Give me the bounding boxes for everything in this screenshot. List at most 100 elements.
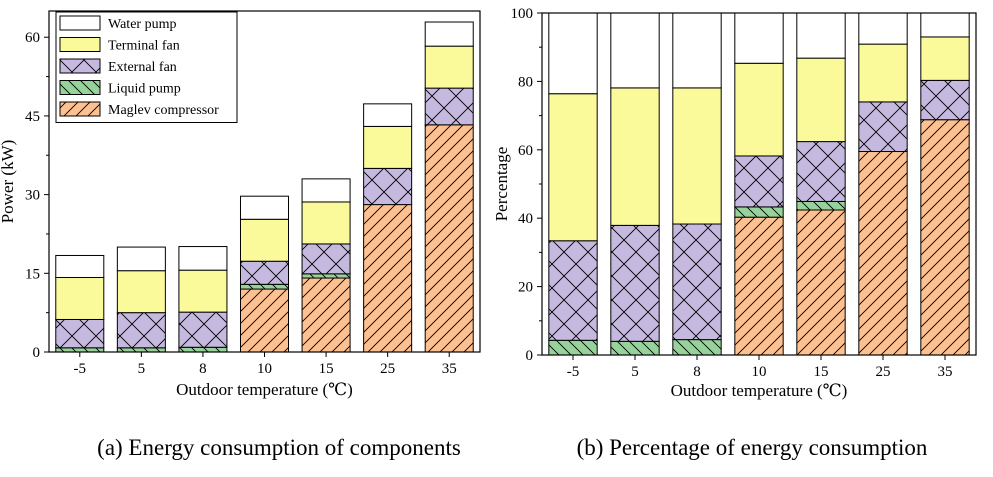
- bar-external-fan-10-hatch: [734, 155, 784, 207]
- bar-external-fan-5-hatch: [117, 312, 166, 348]
- y-tick-label: 0: [526, 348, 534, 364]
- plot-frame: [48, 10, 481, 353]
- legend-swatch-water-pump-outline: [59, 15, 101, 31]
- x-tick-label: -5: [74, 361, 87, 377]
- x-tick-label: 15: [319, 361, 334, 377]
- legend-swatch-terminal-fan-outline: [59, 37, 101, 52]
- bar-external-fan-25-hatch: [858, 101, 908, 152]
- legend-swatch-water-pump: [60, 16, 100, 30]
- bar-maglev-compressor-10-hatch: [734, 217, 784, 355]
- bar-liquid-pump-5-hatch: [548, 340, 598, 355]
- bar-water-pump-35: [920, 13, 970, 37]
- bar-maglev-compressor-25-hatch: [858, 151, 908, 355]
- bar-water-pump-15: [302, 178, 351, 202]
- bar-external-fan-15-hatch: [796, 141, 846, 202]
- bar-water-pump-35: [425, 22, 474, 47]
- y-tick-label: 100: [511, 6, 534, 22]
- bar-external-fan-15-hatch: [302, 243, 351, 274]
- x-tick-label: 8: [199, 361, 207, 377]
- caption-b: (b) Percentage of energy consumption: [577, 435, 928, 460]
- x-tick-label: 25: [380, 361, 395, 377]
- bar-liquid-pump-15-hatch: [302, 273, 351, 279]
- x-tick-label: 10: [752, 364, 767, 380]
- legend-label-water-pump: Water pump: [108, 17, 176, 32]
- x-axis-title: Outdoor temperature (℃): [671, 381, 848, 400]
- legend-label-terminal-fan: Terminal fan: [108, 39, 180, 54]
- bar-water-pump-15: [796, 13, 846, 59]
- caption-a: (a) Energy consumption of components: [97, 435, 461, 460]
- bar-maglev-compressor-35-hatch: [425, 124, 474, 352]
- bar-water-pump-10: [240, 196, 289, 220]
- bar-terminal-fan-10: [734, 63, 784, 156]
- x-tick-label: 25: [876, 364, 891, 380]
- bar-water-pump-25: [363, 103, 412, 127]
- bar-external-fan-5-hatch: [610, 225, 660, 342]
- legend-label-maglev-compressor: Maglev compressor: [108, 103, 219, 118]
- bar-water-pump-5-outline: [55, 254, 105, 279]
- y-tick-label: 30: [25, 188, 40, 204]
- bar-maglev-compressor-25-hatch: [363, 204, 412, 352]
- legend-swatch-external-fan-outline: [59, 58, 101, 74]
- bar-external-fan-5-hatch: [55, 319, 104, 348]
- bar-terminal-fan-5: [610, 87, 660, 226]
- legend-swatch-liquid-pump-hatch: [60, 80, 100, 95]
- bar-water-pump-8-outline: [178, 246, 228, 271]
- bar-liquid-pump-5-hatch: [55, 347, 104, 352]
- bar-water-pump-25-outline: [363, 103, 413, 127]
- bar-water-pump-5-outline: [116, 246, 166, 272]
- x-tick-label: 10: [257, 361, 272, 377]
- bar-terminal-fan-8: [672, 87, 722, 225]
- bar-water-pump-8: [178, 246, 227, 271]
- legend-swatch-external-fan-hatch: [60, 59, 100, 73]
- bar-water-pump-35-outline: [424, 21, 474, 47]
- bar-external-fan-8-hatch: [672, 224, 722, 340]
- bar-liquid-pump-8-hatch: [178, 347, 227, 352]
- bar-external-fan-35-hatch: [920, 80, 970, 120]
- bar-water-pump-8: [672, 13, 722, 88]
- bar-liquid-pump-15-hatch: [796, 201, 846, 210]
- bar-liquid-pump-5-hatch: [117, 347, 166, 352]
- x-tick-label: 5: [631, 364, 639, 380]
- bar-terminal-fan-25: [858, 44, 908, 102]
- bar-water-pump-5: [55, 255, 104, 278]
- y-tick-label: 80: [518, 74, 533, 90]
- bar-liquid-pump-10-hatch: [734, 206, 784, 218]
- legend-swatch-maglev-compressor-hatch: [60, 102, 100, 116]
- bar-terminal-fan-35: [425, 46, 474, 89]
- bar-maglev-compressor-15-hatch: [302, 278, 351, 352]
- bar-external-fan-25-hatch: [363, 168, 412, 205]
- bar-terminal-fan-5: [55, 277, 104, 320]
- x-tick-label: -5: [567, 364, 580, 380]
- bar-terminal-fan-25: [363, 126, 412, 169]
- y-tick-label: 60: [25, 30, 40, 46]
- bar-water-pump-5: [117, 247, 166, 271]
- bar-terminal-fan-15: [796, 58, 846, 142]
- legend-swatch-maglev-compressor-outline: [59, 101, 101, 117]
- legend-swatch-liquid-pump-outline: [59, 80, 101, 95]
- bar-terminal-fan-5: [117, 270, 166, 313]
- bar-external-fan-35-hatch: [425, 88, 474, 125]
- bar-terminal-fan-15: [302, 201, 351, 244]
- legend-swatch-terminal-fan: [60, 37, 100, 52]
- bar-water-pump-5: [548, 13, 598, 94]
- bar-maglev-compressor-35-hatch: [920, 119, 970, 355]
- y-tick-label: 20: [518, 280, 533, 296]
- legend-label-liquid-pump: Liquid pump: [108, 82, 181, 97]
- bar-maglev-compressor-10-hatch: [240, 289, 289, 352]
- x-tick-label: 15: [814, 364, 829, 380]
- x-tick-label: 35: [442, 361, 457, 377]
- bar-external-fan-10-hatch: [240, 261, 289, 285]
- bar-external-fan-8-hatch: [178, 312, 227, 348]
- x-tick-label: 5: [138, 361, 146, 377]
- x-tick-label: 35: [938, 364, 953, 380]
- legend: Water pump Terminal fan External fan Liquid…: [55, 11, 238, 123]
- chart-panel-energy-consumption: -5 5 8 10 15 25 35 0 15 30 45 60 Outdoor temperature…: [0, 10, 481, 399]
- y-tick-label: 40: [518, 211, 533, 227]
- y-tick-label: 45: [25, 109, 40, 125]
- chart-panel-percentage: -5 5 8 10 15 25 35 0 20 40 60 80 100 Outdoor temperat…: [492, 6, 977, 400]
- x-tick-label: 8: [693, 364, 701, 380]
- y-axis-title: Power (kW): [0, 140, 17, 224]
- bar-terminal-fan-8: [178, 270, 227, 313]
- bar-water-pump-5: [610, 13, 660, 88]
